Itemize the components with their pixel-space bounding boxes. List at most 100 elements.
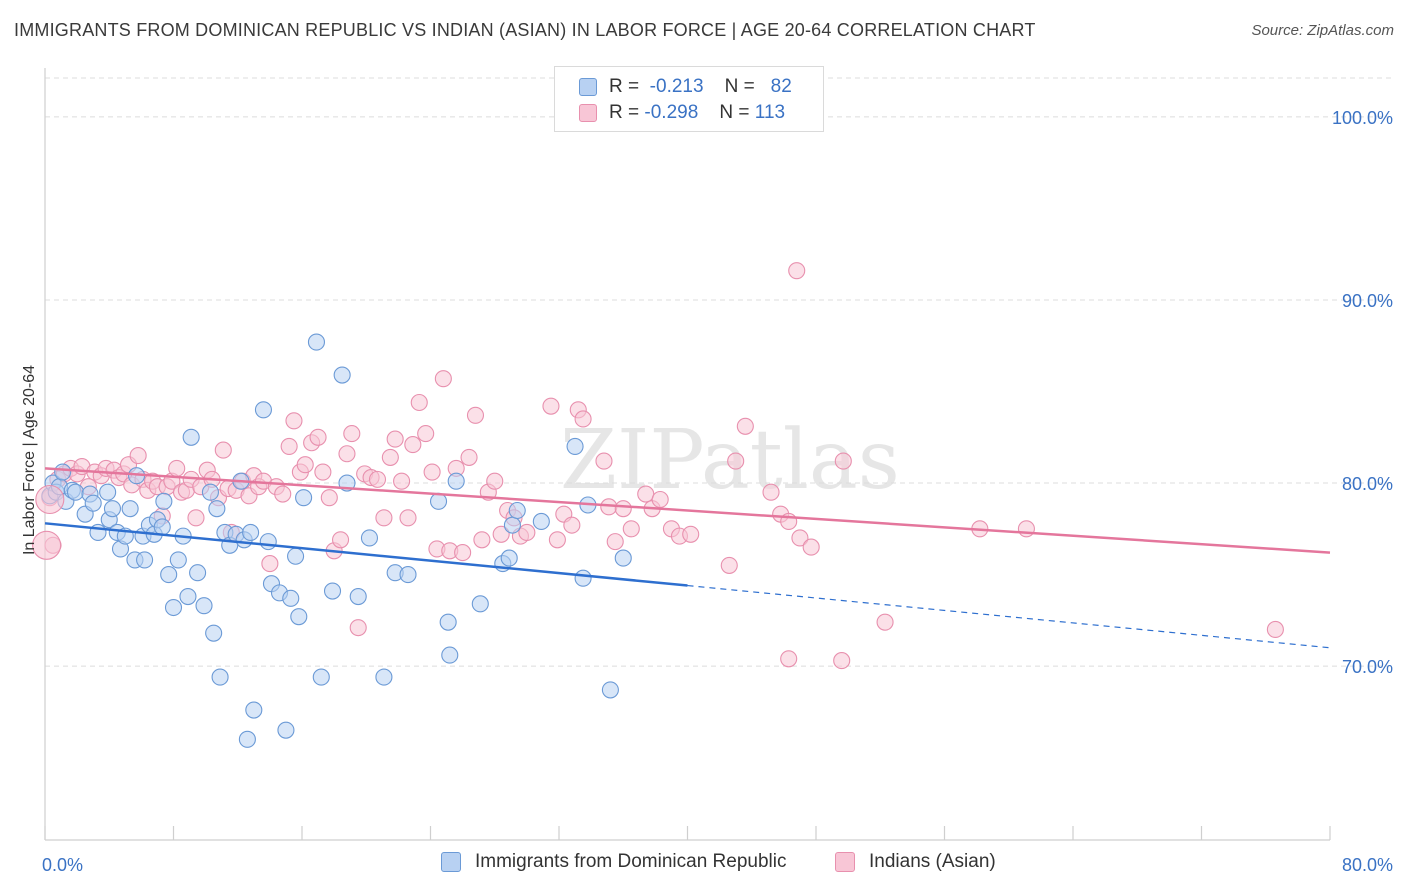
data-point [287, 547, 305, 565]
pink-swatch-icon [579, 104, 597, 122]
trend-line-blue [44, 522, 688, 587]
data-point [410, 393, 428, 412]
legend-item-dominican: Immigrants from Dominican Republic [441, 851, 787, 873]
data-point [129, 447, 147, 465]
data-point [282, 589, 300, 607]
data-point [417, 425, 435, 443]
data-point [595, 452, 613, 470]
data-point [121, 500, 139, 518]
data-point [473, 531, 491, 549]
data-point [574, 569, 592, 587]
data-point [503, 516, 521, 534]
data-point [254, 401, 273, 419]
tick-labels: 70.0% 80.0% 90.0% 100.0% 0.0% 80.0% In Labor F… [21, 108, 1393, 875]
n-value: 113 [754, 102, 786, 123]
data-point [331, 531, 350, 549]
data-point [182, 428, 200, 446]
data-point [651, 490, 669, 509]
data-point [66, 483, 85, 501]
data-point [471, 595, 489, 613]
data-point [307, 333, 326, 351]
trend-line-pink [44, 467, 1331, 554]
data-point [99, 483, 117, 501]
y-tick-label: 90.0% [1342, 291, 1393, 311]
data-point [168, 459, 186, 477]
trend-line-blue-extension [687, 584, 1331, 649]
data-point [548, 531, 566, 549]
data-points [32, 262, 1284, 748]
data-point [169, 551, 187, 569]
data-point [423, 463, 441, 481]
data-point [205, 624, 223, 642]
data-point [834, 452, 852, 470]
data-point [1017, 520, 1035, 538]
data-point [439, 613, 457, 631]
data-point [500, 549, 518, 567]
data-point [195, 597, 213, 615]
data-point [320, 489, 338, 507]
data-point [736, 417, 754, 435]
data-point [542, 397, 560, 415]
data-point [802, 538, 820, 556]
data-point [153, 518, 171, 536]
stats-legend: R = -0.213 N = 82 R = -0.298 N = 113 [554, 66, 824, 132]
legend-label: Indians (Asian) [869, 851, 996, 872]
data-point [84, 494, 102, 512]
data-point [312, 668, 330, 686]
data-point [682, 525, 700, 543]
gridlines [45, 77, 1392, 667]
data-point [245, 701, 263, 719]
data-point [296, 456, 314, 474]
axes [44, 68, 1331, 841]
data-point [179, 587, 197, 606]
data-point [343, 425, 361, 443]
data-point [404, 436, 422, 454]
data-point [518, 523, 536, 542]
data-point [791, 529, 809, 547]
data-point [399, 509, 417, 527]
data-point [242, 523, 260, 542]
data-point [788, 262, 806, 280]
blue-swatch-icon [579, 78, 597, 96]
data-point [323, 582, 342, 600]
data-point [762, 483, 780, 501]
data-point [532, 512, 550, 531]
data-point [441, 646, 459, 664]
series-legend: Immigrants from Dominican Republic India… [0, 851, 1406, 877]
data-point [201, 483, 219, 501]
data-point [187, 509, 205, 527]
y-tick-label: 100.0% [1332, 108, 1393, 128]
data-point [295, 489, 313, 507]
data-point [454, 544, 472, 562]
data-point [563, 516, 581, 534]
r-label: R = [609, 102, 640, 123]
data-point [637, 485, 655, 503]
data-point [486, 472, 504, 490]
chart-title: IMMIGRANTS FROM DOMINICAN REPUBLIC VS IN… [14, 20, 1036, 40]
data-point [349, 587, 367, 606]
data-point [508, 501, 526, 520]
data-point [160, 566, 178, 584]
data-point-large [35, 484, 65, 515]
data-point-large [32, 530, 62, 560]
data-point [280, 437, 298, 455]
data-point [54, 463, 72, 481]
r-value: -0.298 [644, 102, 699, 123]
data-point [574, 410, 592, 428]
legend-label: Immigrants from Dominican Republic [475, 851, 787, 872]
data-point [103, 500, 122, 518]
data-point [460, 448, 478, 466]
trend-lines [44, 467, 1331, 649]
legend-item-indian: Indians (Asian) [835, 851, 996, 873]
data-point [368, 470, 387, 488]
data-point [447, 472, 465, 490]
data-point [274, 485, 292, 503]
data-point [285, 412, 303, 430]
data-point [208, 500, 226, 518]
data-point [386, 430, 404, 448]
data-point [211, 668, 229, 686]
legend-row-blue: R = -0.213 N = 82 [579, 75, 792, 99]
data-point [601, 681, 619, 699]
source-note: Source: ZipAtlas.com [1251, 22, 1394, 39]
